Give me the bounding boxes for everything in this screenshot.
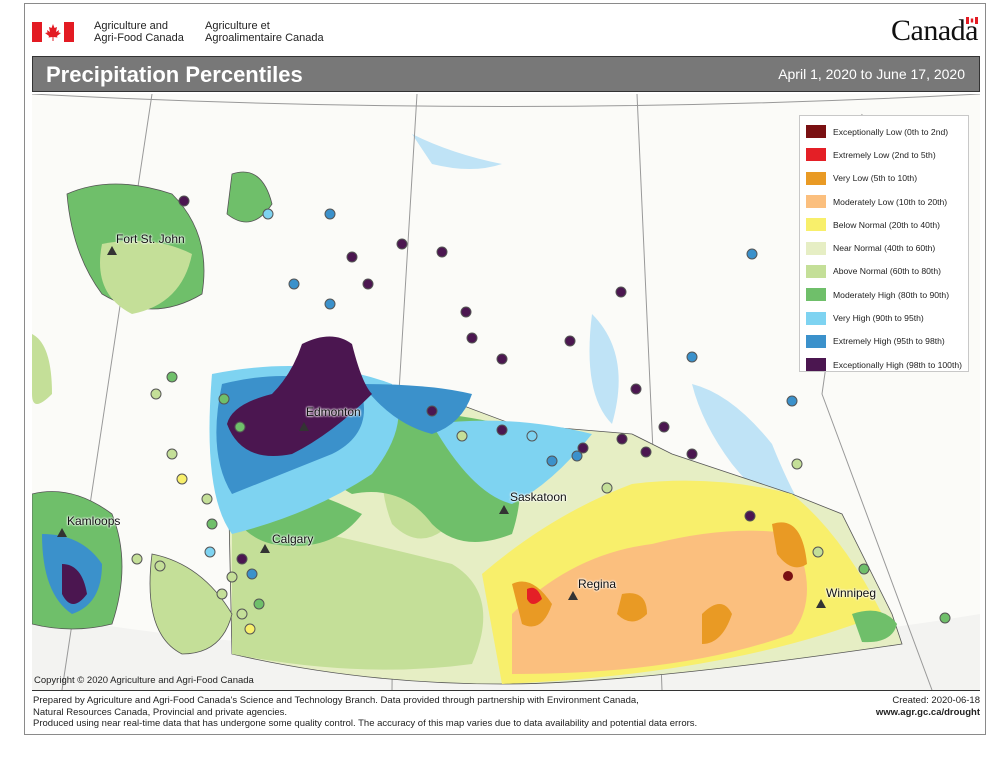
legend-swatch (806, 171, 826, 185)
wordmark-text: Canada (891, 14, 978, 47)
footer-line-1: Prepared by Agriculture and Agri-Food Ca… (33, 695, 639, 706)
title-bar: Precipitation Percentiles April 1, 2020 … (32, 56, 980, 92)
legend-swatch (806, 125, 826, 139)
city-label-winnipeg: Winnipeg (826, 586, 877, 600)
map-canvas (32, 94, 980, 690)
city-label-edmonton: Edmonton (306, 405, 361, 419)
legend-swatch (806, 311, 826, 325)
city-marker-icon (816, 599, 826, 608)
canada-wordmark: Canada (891, 14, 978, 48)
city-label-regina: Regina (578, 577, 617, 591)
city-marker-icon (499, 505, 509, 514)
map-copyright: Copyright © 2020 Agriculture and Agri-Fo… (34, 675, 254, 686)
wordmark-flag-icon (966, 17, 978, 24)
legend-item-moderately-low: Moderately Low (10th to 20th) (806, 190, 968, 213)
dept-en-line1: Agriculture and (94, 20, 168, 32)
legend-item-exceptionally-high: Exceptionally High (98th to 100th) (806, 353, 968, 376)
legend-swatch (806, 358, 826, 372)
legend-swatch (806, 288, 826, 302)
legend-label: Moderately High (80th to 90th) (833, 289, 950, 300)
legend-swatch (806, 334, 826, 348)
city-marker-icon (299, 422, 309, 431)
date-range: April 1, 2020 to June 17, 2020 (778, 66, 965, 82)
legend-item-below-normal: Below Normal (20th to 40th) (806, 213, 968, 236)
legend-label: Extremely High (95th to 98th) (833, 336, 945, 347)
legend-label: Near Normal (40th to 60th) (833, 243, 936, 254)
page-title: Precipitation Percentiles (46, 62, 303, 87)
legend-item-extremely-low: Extremely Low (2nd to 5th) (806, 143, 968, 166)
footer-credits: Prepared by Agriculture and Agri-Food Ca… (33, 695, 697, 730)
legend-label: Exceptionally High (98th to 100th) (833, 359, 962, 370)
legend-item-exceptionally-low: Exceptionally Low (0th to 2nd) (806, 120, 968, 143)
precipitation-map[interactable]: Fort St. John Edmonton Kamloops Calgary … (32, 94, 980, 690)
legend-item-very-low: Very Low (5th to 10th) (806, 167, 968, 190)
legend-swatch (806, 148, 826, 162)
footer-line-3: Produced using near real-time data that … (33, 718, 698, 729)
city-label-calgary: Calgary (272, 532, 314, 546)
legend-swatch (806, 264, 826, 278)
legend-label: Above Normal (60th to 80th) (833, 266, 941, 277)
legend-item-above-normal: Above Normal (60th to 80th) (806, 260, 968, 283)
legend-swatch (806, 241, 826, 255)
legend-label: Moderately Low (10th to 20th) (833, 196, 948, 207)
legend-item-very-high: Very High (90th to 95th) (806, 306, 968, 329)
drought-url-link[interactable]: www.agr.gc.ca/drought (875, 706, 980, 718)
city-marker-icon (260, 544, 270, 553)
legend-item-extremely-high: Extremely High (95th to 98th) (806, 330, 968, 353)
dept-en-line2: Agri-Food Canada (94, 32, 184, 44)
map-legend: Exceptionally Low (0th to 2nd) Extremely… (799, 115, 969, 372)
footer-line-2: Natural Resources Canada, Provincial and… (33, 706, 287, 718)
legend-label: Extremely Low (2nd to 5th) (833, 149, 936, 160)
city-marker-icon (57, 528, 67, 537)
city-label-saskatoon: Saskatoon (510, 490, 567, 504)
city-marker-icon (568, 591, 578, 600)
legend-label: Below Normal (20th to 40th) (833, 219, 940, 230)
dept-fr-line2: Agroalimentaire Canada (205, 32, 324, 44)
legend-swatch (806, 195, 826, 209)
dept-fr-line1: Agriculture et (205, 20, 270, 32)
legend-item-near-normal: Near Normal (40th to 60th) (806, 236, 968, 259)
legend-label: Exceptionally Low (0th to 2nd) (833, 126, 949, 137)
legend-label: Very High (90th to 95th) (833, 313, 924, 324)
legend-item-moderately-high: Moderately High (80th to 90th) (806, 283, 968, 306)
city-marker-icon (107, 246, 117, 255)
department-name-fr: Agriculture et Agroalimentaire Canada (205, 20, 324, 44)
city-label-fort-st-john: Fort St. John (116, 232, 185, 246)
footer-meta: Created: 2020-06-18 www.agr.gc.ca/drough… (876, 695, 980, 718)
city-label-kamloops: Kamloops (67, 514, 121, 528)
legend-swatch (806, 218, 826, 232)
department-name-en: Agriculture and Agri-Food Canada (94, 20, 184, 44)
created-date: Created: 2020-06-18 (892, 695, 980, 706)
canada-flag-icon (32, 22, 74, 42)
footer-divider (32, 690, 980, 691)
legend-label: Very Low (5th to 10th) (833, 173, 918, 184)
